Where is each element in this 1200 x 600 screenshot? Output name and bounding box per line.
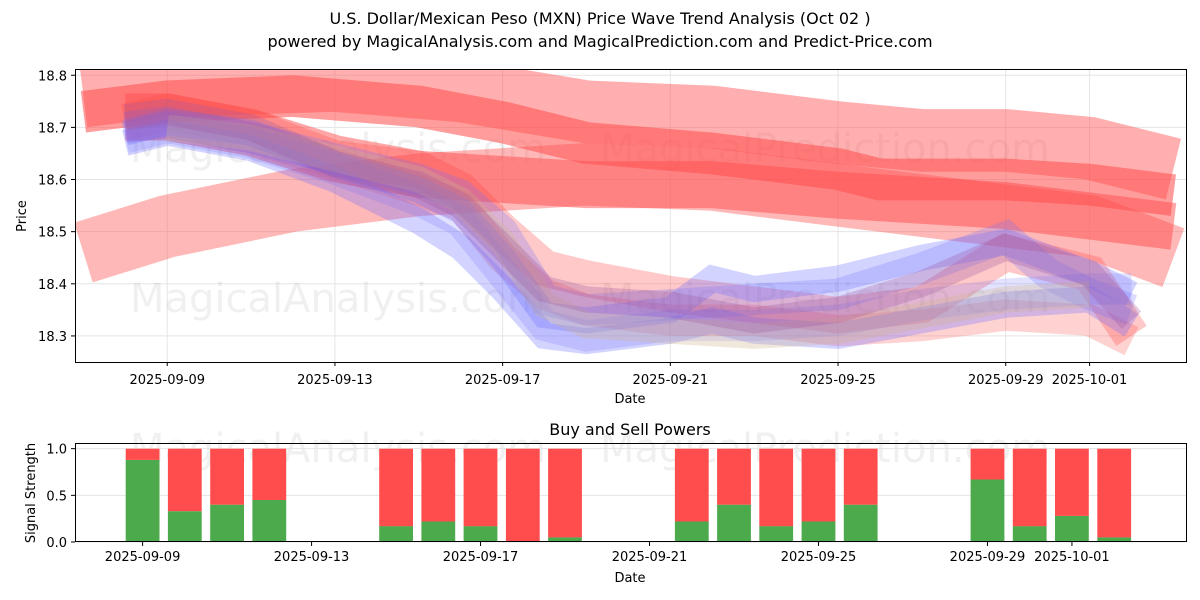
- sell-bar: [674, 448, 709, 522]
- wave-band-blue-descending-4: [121, 111, 1132, 352]
- x-tick-label: 2025-09-25: [781, 550, 857, 565]
- y-tick-label: 18.3: [38, 330, 67, 345]
- sell-bar: [717, 448, 751, 505]
- wave-band-blue-descending-1: [122, 119, 1139, 355]
- bottom-y-axis: 0.0 0.5 1.0: [46, 443, 75, 551]
- x-tick-label: 2025-09-17: [465, 373, 541, 388]
- buy-bar: [801, 521, 836, 542]
- sell-bar: [1012, 448, 1047, 527]
- y-tick-label: 0.0: [46, 536, 67, 551]
- bottom-plot-frame: [75, 443, 1187, 542]
- sell-bar: [843, 448, 878, 505]
- y-tick-label: 18.8: [38, 69, 67, 84]
- sell-bar: [1097, 448, 1132, 538]
- wave-band-blue-descending-3: [123, 106, 1137, 326]
- chart-subtitle: powered by MagicalAnalysis.com and Magic…: [267, 32, 933, 51]
- bottom-x-axis-title: Date: [614, 571, 645, 586]
- sell-bar: [210, 448, 244, 505]
- bottom-y-axis-title: Signal Strength: [24, 443, 39, 543]
- sell-bar: [970, 448, 1005, 480]
- y-axis: 18.3 18.4 18.5 18.6 18.7 18.8: [38, 69, 75, 345]
- y-tick-label: 18.5: [38, 226, 67, 241]
- sell-bar: [505, 448, 540, 542]
- buy-bar: [1012, 526, 1047, 542]
- sell-bar: [125, 448, 160, 460]
- wave-band-purple-descending: [123, 98, 1142, 334]
- sell-bar: [548, 448, 582, 538]
- y-tick-label: 18.6: [38, 174, 67, 189]
- buy-bar: [210, 504, 244, 542]
- buy-bar: [463, 526, 498, 542]
- bottom-x-axis: 2025-09-09 2025-09-13 2025-09-17 2025-09-21…: [105, 542, 1110, 565]
- wave-band-red-upper-dark: [80, 75, 1176, 216]
- x-tick-label: 2025-10-01: [1052, 373, 1128, 388]
- sell-bar: [759, 448, 794, 527]
- x-tick-label: 2025-09-29: [950, 550, 1026, 565]
- buy-bar: [167, 511, 202, 542]
- wave-band-red-descending-1: [120, 93, 1147, 347]
- price-wave-chart: MagicalAnalysis.com MagicalPrediction.co…: [15, 69, 1187, 407]
- sell-bar: [167, 448, 202, 512]
- buy-bar: [1055, 515, 1089, 542]
- y-axis-title: Price: [15, 200, 30, 232]
- buy-bar: [759, 526, 794, 542]
- sell-bar: [801, 448, 836, 522]
- x-tick-label: 2025-10-01: [1034, 550, 1110, 565]
- buy-bar: [674, 521, 709, 542]
- x-tick-label: 2025-09-21: [633, 373, 709, 388]
- y-tick-label: 18.7: [38, 121, 67, 136]
- sell-bar: [421, 448, 456, 522]
- x-tick-label: 2025-09-13: [274, 550, 350, 565]
- wave-band-tan-descending: [165, 114, 1091, 349]
- watermark: MagicalPrediction.com: [600, 276, 1050, 322]
- y-tick-label: 18.4: [38, 278, 67, 293]
- signal-bars: [125, 448, 1132, 542]
- sell-bar: [463, 448, 498, 527]
- x-tick-label: 2025-09-29: [968, 373, 1044, 388]
- y-tick-label: 1.0: [46, 443, 67, 458]
- buy-sell-title: Buy and Sell Powers: [549, 420, 711, 439]
- buy-bar: [421, 521, 456, 542]
- buy-bar: [548, 537, 582, 542]
- wave-bands: [75, 69, 1185, 356]
- x-tick-label: 2025-09-25: [800, 373, 876, 388]
- chart-title: U.S. Dollar/Mexican Peso (MXN) Price Wav…: [329, 9, 871, 28]
- sell-bar: [379, 448, 413, 527]
- watermark: MagicalAnalysis.com: [130, 276, 546, 322]
- buy-bar: [970, 479, 1005, 542]
- wave-band-blue-descending-2: [122, 108, 1138, 334]
- x-tick-label: 2025-09-21: [612, 550, 688, 565]
- plot-frame: [75, 69, 1187, 363]
- wave-band-red-mid-dark: [125, 93, 1177, 250]
- wave-band-red-lower-wide: [75, 142, 1185, 288]
- x-axis-title: Date: [614, 392, 645, 407]
- x-tick-label: 2025-09-17: [443, 550, 519, 565]
- sell-bar: [252, 448, 287, 500]
- buy-bar: [125, 459, 160, 542]
- x-tick-label: 2025-09-09: [105, 550, 181, 565]
- wave-band-red-descending-2: [123, 106, 1139, 356]
- x-axis: 2025-09-09 2025-09-13 2025-09-17 2025-09-21…: [129, 362, 1127, 388]
- buy-bar: [379, 526, 413, 542]
- y-tick-label: 0.5: [46, 489, 67, 504]
- buy-bar: [252, 500, 287, 542]
- x-tick-label: 2025-09-13: [297, 373, 373, 388]
- buy-bar: [717, 504, 751, 542]
- buy-bar: [1097, 537, 1132, 542]
- x-tick-label: 2025-09-09: [129, 373, 205, 388]
- sell-bar: [1055, 448, 1089, 516]
- buy-bar: [843, 504, 878, 542]
